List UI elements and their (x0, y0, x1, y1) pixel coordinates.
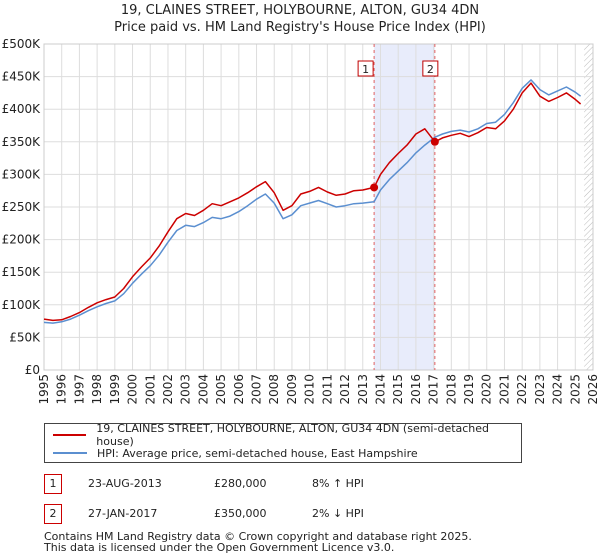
x-tick-label: 1996 (55, 374, 69, 405)
y-tick-label: £350K (2, 135, 42, 149)
x-tick-label: 2013 (356, 374, 370, 405)
sale-number-badge: 2 (44, 504, 62, 524)
sale-row: 1 23-AUG-2013 £280,000 8% ↑ HPI (44, 474, 444, 496)
legend-property-label: 19, CLAINES STREET, HOLYBOURNE, ALTON, G… (96, 422, 490, 448)
legend: 19, CLAINES STREET, HOLYBOURNE, ALTON, G… (44, 422, 522, 463)
x-tick-label: 1999 (108, 374, 122, 405)
footer: Contains HM Land Registry data © Crown c… (44, 531, 472, 553)
hpi-line (43, 79, 582, 324)
legend-item-property: 19, CLAINES STREET, HOLYBOURNE, ALTON, G… (53, 422, 521, 448)
x-tick-label: 2014 (373, 374, 387, 405)
sale-price: £350,000 (214, 507, 267, 520)
sale-marker-label: 1 (362, 63, 369, 76)
x-tick-label: 2008 (267, 374, 281, 405)
x-tick-label: 2000 (126, 374, 140, 405)
sale-date: 23-AUG-2013 (88, 477, 162, 490)
y-tick-label: £150K (2, 265, 42, 279)
footer-copyright: Contains HM Land Registry data © Crown c… (44, 530, 472, 543)
sale-number-badge: 1 (44, 474, 62, 494)
sale-hpi-change: 8% ↑ HPI (312, 477, 364, 490)
x-tick-label: 2019 (462, 374, 476, 405)
x-tick-label: 2010 (303, 374, 317, 405)
x-tick-label: 2026 (586, 374, 600, 405)
property-price-line (43, 82, 582, 322)
x-tick-label: 2020 (480, 374, 494, 405)
sale-marker-box (422, 60, 439, 77)
x-tick-label: 2024 (551, 374, 565, 405)
legend-item-hpi: HPI: Average price, semi-detached house,… (53, 444, 418, 462)
chart-subtitle: Price paid vs. HM Land Registry's House … (114, 20, 486, 35)
x-tick-label: 1995 (37, 374, 51, 405)
x-tick-label: 2004 (196, 374, 210, 405)
x-tick-label: 2006 (232, 374, 246, 405)
y-tick-label: £250K (2, 200, 42, 214)
chart-title: 19, CLAINES STREET, HOLYBOURNE, ALTON, G… (120, 3, 480, 18)
footer-licence: This data is licensed under the Open Gov… (44, 541, 395, 554)
sale-point (370, 183, 379, 192)
sale-marker-box (357, 60, 374, 77)
property-line-swatch (53, 434, 87, 436)
sale-hpi-change: 2% ↓ HPI (312, 507, 364, 520)
x-tick-label: 2018 (444, 374, 458, 405)
x-tick-label: 2025 (568, 374, 582, 405)
plot-frame (43, 43, 594, 371)
x-tick-label: 2001 (143, 374, 157, 405)
y-tick-label: £300K (2, 167, 42, 181)
sale-marker-label: 2 (427, 63, 434, 76)
legend-hpi-label: HPI: Average price, semi-detached house,… (97, 446, 418, 460)
y-tick-label: £200K (2, 233, 42, 247)
y-tick-label: £500K (2, 37, 42, 51)
y-tick-label: £400K (2, 102, 42, 116)
x-tick-label: 2016 (409, 374, 423, 405)
x-tick-label: 2005 (214, 374, 228, 405)
x-tick-label: 1997 (72, 374, 86, 405)
sale-row: 2 27-JAN-2017 £350,000 2% ↓ HPI (44, 504, 444, 526)
y-tick-label: £100K (2, 298, 42, 312)
x-tick-label: 2015 (391, 374, 405, 405)
x-tick-label: 2021 (497, 374, 511, 405)
sale-point (430, 137, 439, 146)
x-tick-label: 2009 (285, 374, 299, 405)
sale-price: £280,000 (214, 477, 267, 490)
x-tick-label: 2023 (533, 374, 547, 405)
x-tick-label: 1998 (90, 374, 104, 405)
x-tick-label: 2007 (250, 374, 264, 405)
y-tick-label: £0 (25, 363, 40, 377)
y-tick-label: £450K (2, 70, 42, 84)
x-tick-label: 2012 (338, 374, 352, 405)
hpi-line-swatch (53, 452, 87, 454)
x-tick-label: 2003 (179, 374, 193, 405)
x-tick-label: 2017 (427, 374, 441, 405)
x-tick-label: 2011 (320, 374, 334, 405)
x-tick-label: 2002 (161, 374, 175, 405)
price-chart: £0 £50K £100K £150K £200K £250K £300K £350K £400… (2, 37, 600, 405)
y-tick-label: £50K (9, 330, 41, 344)
sale-date: 27-JAN-2017 (88, 507, 158, 520)
x-tick-label: 2022 (515, 374, 529, 405)
